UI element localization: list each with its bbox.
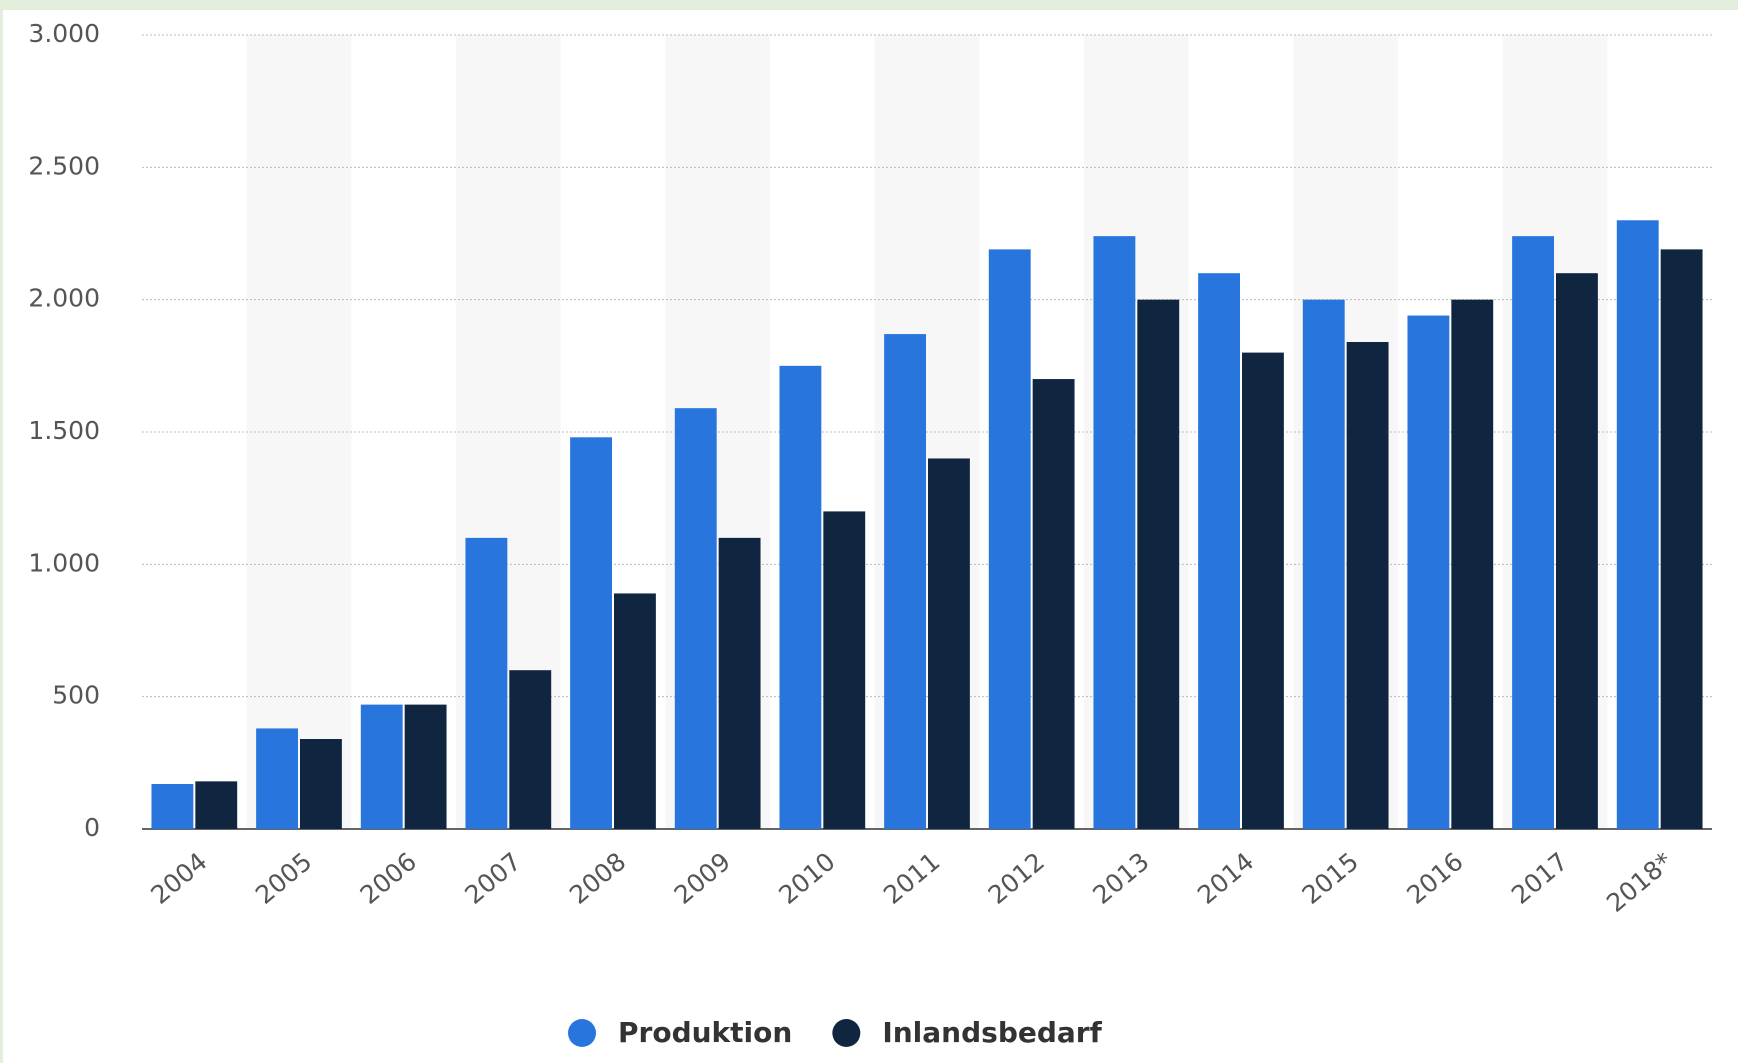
x-tick-label: 2016 [1401,847,1468,910]
x-tick-label: 2013 [1087,847,1154,910]
bar [928,458,970,829]
bar [1407,315,1450,830]
bar [988,249,1031,829]
x-tick-label: 2017 [1506,847,1573,910]
y-tick-label: 3.000 [28,19,100,48]
bar [1556,273,1598,829]
x-tick-label: 2015 [1297,847,1364,910]
bar [674,408,717,829]
y-tick-label: 2.500 [28,151,100,180]
x-tick-label: 2009 [669,847,736,910]
bar [1660,249,1703,829]
bar [823,511,866,829]
bar [404,704,447,829]
bar [1616,220,1659,829]
x-tick-label: 2014 [1192,847,1259,910]
bar [1242,352,1284,829]
x-tick-label: 2005 [250,847,317,910]
legend-marker [568,1019,596,1047]
bar [1032,379,1075,829]
bar [509,670,552,829]
y-tick-label: 0 [84,813,100,842]
x-tick-label: 2007 [459,847,526,910]
legend-marker [832,1019,861,1047]
x-tick-label: 2011 [878,847,945,910]
bar [360,704,403,829]
bar [151,784,194,829]
bar [1302,299,1345,830]
y-tick-label: 1.000 [28,548,100,577]
bar [1512,236,1554,829]
bar [256,728,298,829]
x-tick-label: 2008 [564,847,631,910]
x-tick-label: 2018* [1601,847,1678,918]
left-border [0,0,3,1063]
bar [614,593,656,829]
x-tick-label: 2012 [983,847,1050,910]
bar [1451,299,1494,830]
bar [884,334,926,829]
bar [1093,236,1136,829]
y-tick-label: 1.500 [28,416,100,445]
bar [1198,273,1240,829]
bar [1346,342,1389,829]
top-border [0,0,1738,10]
legend-label: Inlandsbedarf [882,1016,1102,1049]
y-tick-label: 500 [52,681,100,710]
x-tick-label: 2004 [145,847,212,910]
bar [195,781,238,829]
bar [570,437,612,829]
x-tick-label: 2010 [773,847,840,910]
bar [1137,299,1180,830]
bar [718,537,761,829]
legend-label: Produktion [618,1016,792,1049]
bar [465,537,508,829]
bar [300,739,342,829]
x-tick-label: 2006 [355,847,422,910]
bar [779,365,822,829]
y-tick-label: 2.000 [28,284,100,313]
